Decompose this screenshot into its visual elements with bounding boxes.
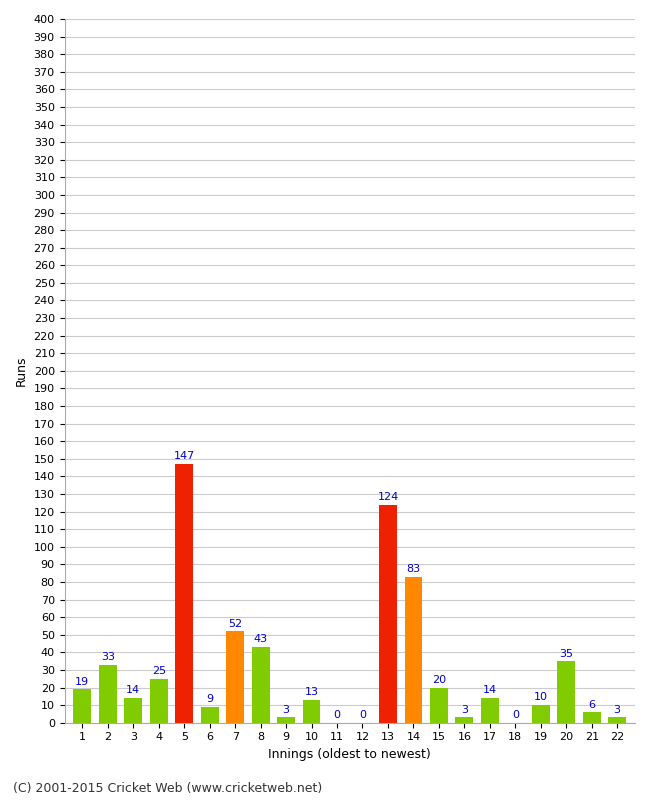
Bar: [532, 705, 550, 722]
Bar: [557, 661, 575, 722]
Bar: [201, 707, 218, 722]
Bar: [73, 690, 91, 722]
Text: 33: 33: [101, 652, 115, 662]
Bar: [150, 678, 168, 722]
Bar: [124, 698, 142, 722]
X-axis label: Innings (oldest to newest): Innings (oldest to newest): [268, 748, 431, 761]
Bar: [583, 712, 601, 722]
Text: 124: 124: [378, 492, 398, 502]
Text: 83: 83: [406, 564, 421, 574]
Text: 6: 6: [588, 699, 595, 710]
Text: 25: 25: [151, 666, 166, 676]
Bar: [277, 718, 295, 722]
Text: 0: 0: [359, 710, 366, 720]
Text: 9: 9: [206, 694, 213, 704]
Text: 147: 147: [174, 451, 195, 462]
Text: 14: 14: [126, 686, 140, 695]
Text: 3: 3: [461, 705, 468, 715]
Bar: [99, 665, 117, 722]
Text: 20: 20: [432, 675, 446, 685]
Text: 3: 3: [283, 705, 290, 715]
Bar: [456, 718, 473, 722]
Text: 0: 0: [333, 710, 341, 720]
Text: (C) 2001-2015 Cricket Web (www.cricketweb.net): (C) 2001-2015 Cricket Web (www.cricketwe…: [13, 782, 322, 795]
Y-axis label: Runs: Runs: [15, 356, 28, 386]
Bar: [379, 505, 397, 722]
Text: 10: 10: [534, 693, 548, 702]
Text: 35: 35: [559, 649, 573, 658]
Text: 52: 52: [228, 618, 242, 629]
Bar: [226, 631, 244, 722]
Bar: [404, 577, 422, 722]
Text: 3: 3: [614, 705, 621, 715]
Bar: [176, 464, 193, 722]
Text: 43: 43: [254, 634, 268, 645]
Bar: [481, 698, 499, 722]
Bar: [252, 647, 270, 722]
Text: 19: 19: [75, 677, 90, 686]
Bar: [303, 700, 320, 722]
Bar: [608, 718, 626, 722]
Text: 14: 14: [483, 686, 497, 695]
Text: 0: 0: [512, 710, 519, 720]
Bar: [430, 687, 448, 722]
Text: 13: 13: [305, 687, 318, 698]
